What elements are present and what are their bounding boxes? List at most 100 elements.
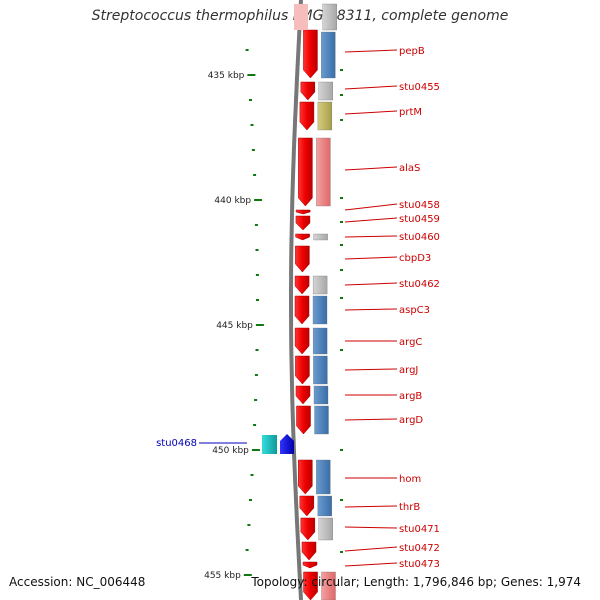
gene-label[interactable]: stu0472 (399, 543, 440, 554)
major-tick (247, 74, 256, 76)
gene-leader-line (344, 256, 398, 260)
gene-label[interactable]: stu0455 (399, 82, 440, 93)
minor-tick (247, 524, 251, 526)
gene-leader-line (344, 166, 398, 171)
gene-label[interactable]: aspC3 (399, 305, 430, 316)
minor-tick (340, 499, 343, 501)
minor-tick (340, 119, 343, 121)
ruler-label: 440 kbp (214, 196, 251, 206)
forward-gene-arrow (295, 215, 311, 231)
gene-label[interactable]: argB (399, 391, 422, 402)
forward-gene-arrow (295, 233, 310, 241)
ruler-label: 445 kbp (216, 321, 253, 331)
gene-label[interactable]: stu0462 (399, 279, 440, 290)
minor-tick (254, 374, 258, 376)
minor-tick (254, 224, 258, 226)
minor-tick (340, 269, 343, 271)
cog-block (312, 295, 328, 325)
gene-label[interactable]: argC (399, 337, 422, 348)
cog-block (321, 571, 336, 600)
gene-block (294, 4, 308, 30)
cog-block (318, 81, 333, 101)
forward-gene-arrow (294, 275, 310, 295)
cog-block (316, 137, 331, 207)
cog-block (312, 275, 328, 295)
forward-gene-arrow (294, 327, 310, 355)
gene-label[interactable]: stu0468 (156, 438, 197, 449)
ruler-label: 455 kbp (204, 571, 241, 581)
gene-leader-line (344, 562, 398, 567)
minor-tick (245, 49, 249, 51)
minor-tick (340, 551, 343, 553)
forward-gene-arrow (296, 405, 311, 435)
minor-tick (340, 449, 343, 451)
gene-label[interactable]: alaS (399, 163, 420, 174)
minor-tick (255, 274, 259, 276)
accession-label: Accession: NC_006448 (9, 575, 146, 589)
minor-tick (251, 149, 255, 151)
minor-tick (250, 474, 254, 476)
cog-block (313, 355, 328, 385)
cog-block (313, 385, 329, 405)
gene-leader-line (344, 505, 398, 508)
minor-tick (255, 349, 259, 351)
gene-leader-line (344, 235, 398, 238)
gene-label[interactable]: stu0458 (399, 200, 440, 211)
cog-block (318, 517, 333, 541)
forward-gene-arrow (301, 541, 317, 561)
major-tick (254, 199, 263, 201)
gene-leader-line (344, 368, 398, 371)
forward-gene-arrow (298, 459, 313, 495)
gene-label[interactable]: stu0460 (399, 232, 440, 243)
gene-leader-line (344, 546, 398, 552)
gene-label[interactable]: argD (399, 415, 423, 426)
backbone (289, 0, 303, 600)
minor-tick (249, 499, 252, 501)
gene-tracks (262, 3, 337, 600)
forward-gene-arrow (303, 571, 318, 600)
minor-tick (340, 244, 343, 246)
cog-block (312, 327, 328, 355)
gene-label[interactable]: stu0459 (399, 214, 440, 225)
gene-label[interactable]: pepB (399, 46, 425, 57)
forward-gene-arrow (303, 29, 318, 79)
minor-tick (253, 174, 257, 176)
gene-leader-line (344, 203, 398, 211)
minor-tick (254, 399, 258, 401)
forward-gene-arrow (295, 245, 310, 273)
forward-gene-arrow (300, 81, 316, 101)
cog-block (322, 3, 337, 31)
gene-label[interactable]: cbpD3 (399, 253, 431, 264)
minor-tick (340, 221, 343, 223)
minor-tick (340, 349, 343, 351)
minor-tick (245, 549, 249, 551)
major-tick (255, 324, 264, 326)
minor-tick (340, 297, 343, 299)
forward-gene-arrow (299, 495, 315, 517)
gene-leader-line (344, 526, 398, 529)
major-tick (251, 449, 260, 451)
gene-label[interactable]: thrB (399, 502, 420, 513)
cog-block (314, 405, 329, 435)
gene-label[interactable]: hom (399, 474, 421, 485)
ruler-label: 435 kbp (208, 71, 245, 81)
gene-leader-line (344, 308, 398, 311)
genome-summary: Topology: circular; Length: 1,796,846 bp… (251, 575, 581, 589)
forward-gene-arrow (298, 137, 313, 207)
cog-block (313, 233, 328, 241)
minor-tick (340, 69, 343, 71)
cog-block (316, 459, 331, 495)
gene-label[interactable]: stu0473 (399, 559, 440, 570)
minor-ticks: 435 kbp 440 kbp 445 kbp 450 kbp 455 kbp (204, 49, 343, 581)
gene-leader-line (344, 110, 398, 115)
cog-block (321, 31, 336, 79)
gene-label[interactable]: argJ (399, 365, 418, 376)
gene-label[interactable]: stu0471 (399, 524, 440, 535)
gene-label[interactable]: prtM (399, 107, 422, 118)
cog-block (317, 495, 332, 517)
forward-gene-arrow (302, 561, 318, 569)
forward-gene-arrow (295, 355, 310, 385)
backbone-line (289, 0, 303, 600)
